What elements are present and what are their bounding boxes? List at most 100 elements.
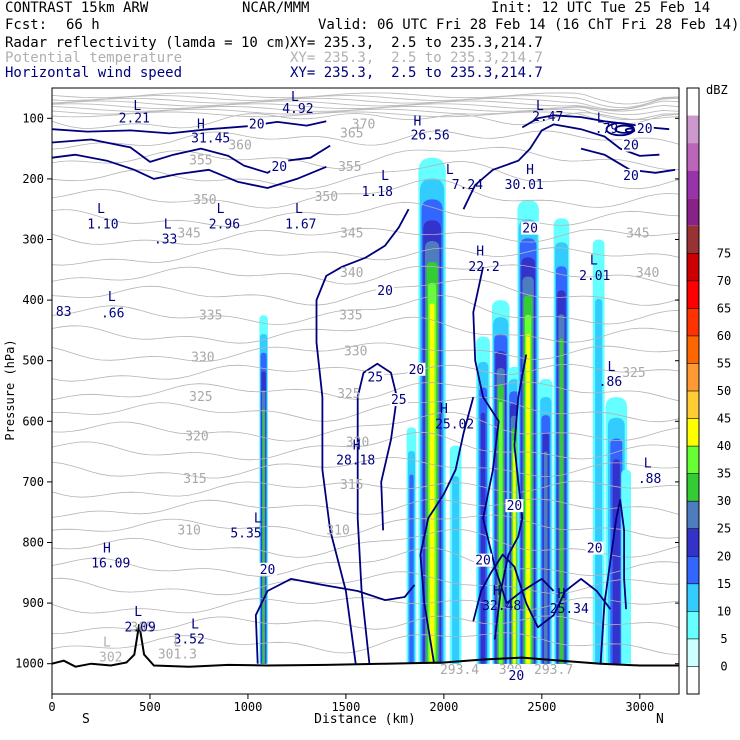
- theta-label: 310: [326, 523, 349, 538]
- colorbar-label: 60: [717, 329, 731, 343]
- wind-label: 20: [509, 669, 525, 684]
- theta-label: 365: [340, 126, 363, 141]
- wind-label: 20: [475, 554, 491, 569]
- theta-label: 301.3: [158, 648, 197, 663]
- theta-label: 355: [189, 154, 212, 169]
- reflectivity-cell: [452, 476, 460, 664]
- colorbar-label: 25: [717, 522, 731, 536]
- colorbar-label: 5: [720, 632, 727, 646]
- field-theta-xy: XY= 235.3, 2.5 to 235.3,214.7: [290, 50, 543, 66]
- theta-contour: [52, 547, 679, 577]
- theta-contour: [52, 161, 679, 190]
- x-tick-label: 500: [139, 700, 161, 714]
- y-tick-label: 900: [22, 596, 44, 610]
- field-theta-name: Potential temperature: [5, 50, 183, 66]
- theta-contour: [52, 571, 679, 596]
- extremum-label: 1.18: [362, 185, 393, 200]
- extremum-label: H: [197, 117, 205, 132]
- x-axis-label: Distance (km): [314, 712, 416, 727]
- theta-contour: [52, 295, 679, 326]
- reflectivity-cell: [429, 303, 435, 664]
- wind-label-bg: [505, 499, 524, 513]
- init-time: Init: 12 UTC Tue 25 Feb 14: [491, 0, 711, 16]
- theta-contour-upper: [52, 95, 679, 109]
- colorbar-unit: dBZ: [706, 83, 728, 97]
- theta-contour: [52, 457, 679, 479]
- colorbar-swatch: [687, 391, 699, 419]
- y-tick-label: 600: [22, 414, 44, 428]
- theta-contour-upper: [52, 92, 679, 105]
- colorbar-swatch: [687, 308, 699, 336]
- colorbar-swatch: [687, 335, 699, 364]
- colorbar-swatch: [687, 638, 699, 667]
- extremum-label: 7.24: [452, 178, 483, 193]
- extremum-label: 26.56: [411, 128, 450, 143]
- theta-contour: [52, 227, 679, 246]
- extremum-label: L: [217, 202, 225, 217]
- theta-label: 335: [199, 308, 222, 323]
- wind-label-bg: [521, 221, 540, 235]
- extremum-label: L: [381, 169, 389, 184]
- extremum-label: .79: [595, 122, 618, 137]
- y-tick-label: 800: [22, 536, 44, 550]
- theta-label: 335: [339, 308, 362, 323]
- wind-contour: [419, 396, 475, 664]
- theta-label: 345: [340, 226, 363, 241]
- colorbar-label: 20: [717, 549, 731, 563]
- y-tick-label: 500: [22, 354, 44, 368]
- theta-contour: [52, 278, 679, 306]
- wind-label-bg: [258, 562, 277, 576]
- colorbar-swatch: [687, 583, 699, 612]
- wind-contour: [472, 266, 555, 604]
- extremum-label: L: [254, 511, 262, 526]
- colorbar-swatch: [687, 253, 699, 281]
- extremum-label: L: [607, 360, 615, 375]
- reflectivity-cell: [559, 338, 564, 664]
- field-wind-xy: XY= 235.3, 2.5 to 235.3,214.7: [290, 65, 543, 81]
- extremum-label: .66: [101, 306, 124, 321]
- wind-label-bg: [407, 362, 426, 376]
- colorbar-swatch: [687, 446, 699, 474]
- wind-label: 20: [623, 169, 639, 184]
- wind-label-bg: [585, 541, 604, 555]
- fcst-label: Fcst:: [5, 17, 48, 33]
- extremum-label: L: [164, 217, 172, 232]
- extremum-label: L: [536, 99, 544, 114]
- y-tick-label: 1000: [15, 657, 44, 671]
- extremum-label: 22.2: [468, 260, 499, 275]
- model-title: CONTRAST 15km ARW: [5, 0, 149, 16]
- theta-contour: [52, 514, 679, 539]
- extremum-label: L: [446, 163, 454, 178]
- reflectivity-cell: [526, 333, 530, 664]
- colorbar-swatch: [687, 115, 699, 144]
- field-reflectivity-name: Radar reflectivity (lamda = 10 cm): [5, 35, 292, 51]
- x-tick-label: 0: [48, 700, 55, 714]
- extremum-label: H: [476, 245, 484, 260]
- y-tick-label: 700: [22, 475, 44, 489]
- theta-contour: [52, 528, 679, 558]
- wind-label-bg: [270, 159, 289, 173]
- theta-contour: [52, 498, 679, 518]
- theta-label: 305: [130, 620, 153, 635]
- wind-label: 20: [637, 122, 653, 137]
- theta-contour: [52, 480, 679, 498]
- colorbar-swatch: [687, 280, 699, 309]
- theta-contour: [52, 632, 679, 655]
- field-reflectivity-xy: XY= 235.3, 2.5 to 235.3,214.7: [290, 35, 543, 51]
- colorbar-label: 75: [717, 246, 731, 260]
- wind-label: 20: [409, 363, 425, 378]
- theta-label: 315: [183, 472, 206, 487]
- extremum-label: H: [558, 587, 566, 602]
- theta-label: 345: [177, 226, 200, 241]
- extremum-label: L: [133, 99, 141, 114]
- extremum-label: L: [103, 635, 111, 650]
- colorbar-swatch: [687, 473, 699, 502]
- theta-contour: [52, 381, 679, 402]
- extremum-label: 2.21: [119, 111, 150, 126]
- theta-contour: [52, 316, 679, 344]
- theta-label: 340: [636, 266, 659, 281]
- wind-label-bg: [376, 284, 395, 298]
- colorbar-swatch: [687, 88, 699, 116]
- theta-label: 350: [193, 193, 216, 208]
- colorbar-swatch: [687, 143, 699, 171]
